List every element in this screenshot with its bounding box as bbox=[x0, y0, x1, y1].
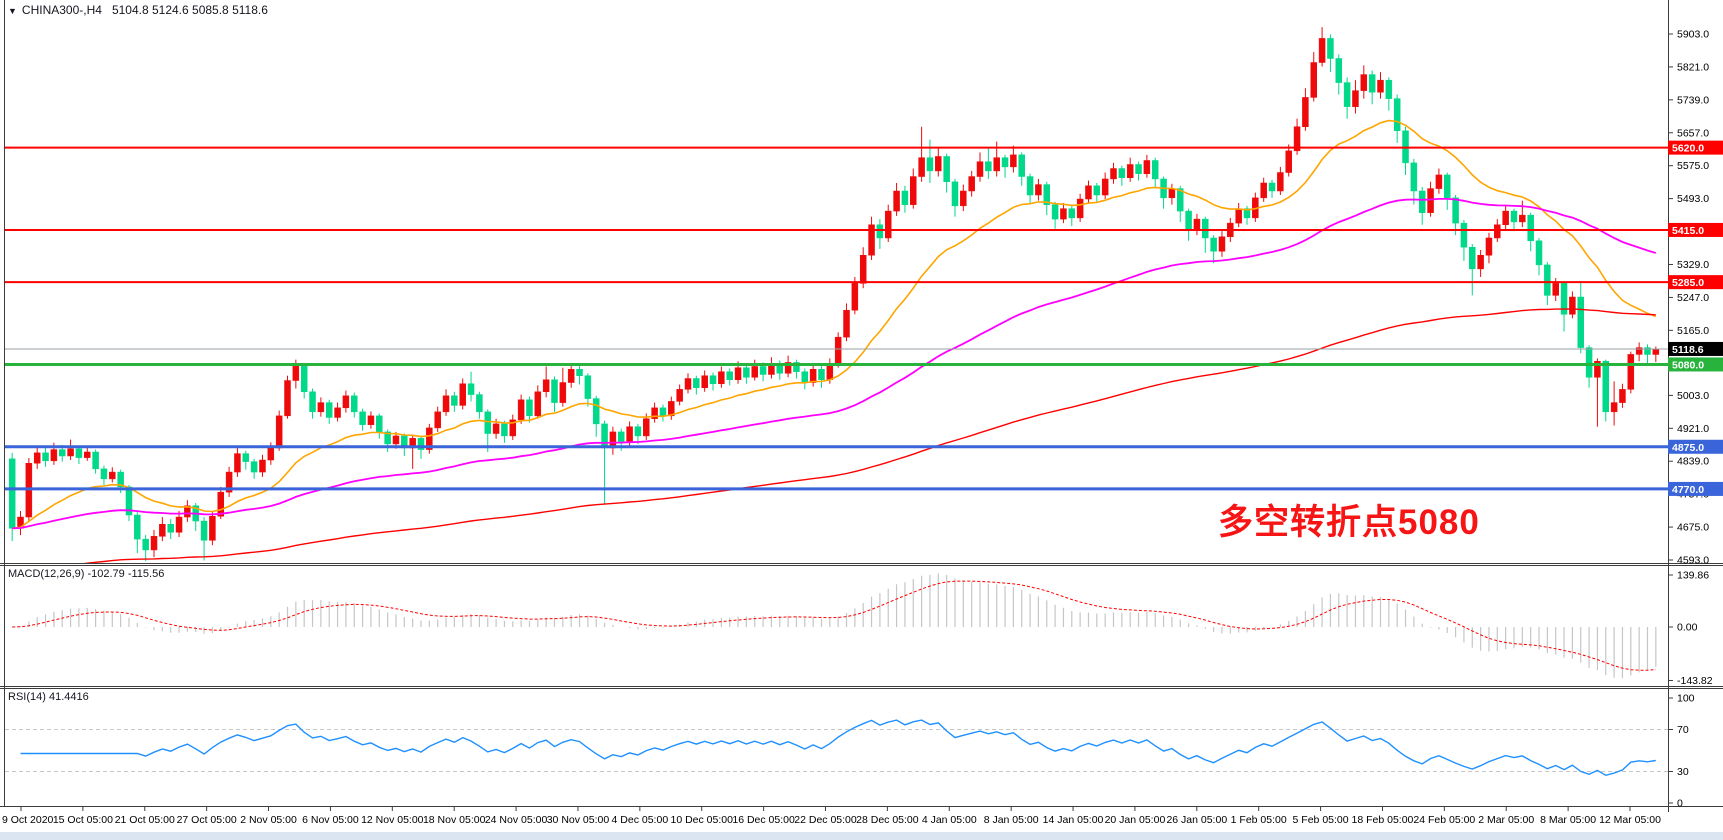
svg-text:139.86: 139.86 bbox=[1677, 570, 1709, 582]
svg-text:70: 70 bbox=[1677, 724, 1689, 736]
svg-text:4675.0: 4675.0 bbox=[1677, 522, 1709, 534]
svg-text:2 Nov 05:00: 2 Nov 05:00 bbox=[240, 814, 297, 826]
svg-text:28 Dec 05:00: 28 Dec 05:00 bbox=[856, 814, 919, 826]
svg-text:-143.82: -143.82 bbox=[1677, 675, 1713, 687]
rsi-level-lines bbox=[5, 729, 1668, 772]
chart-title: ▼ CHINA300-,H4 5104.8 5124.6 5085.8 5118.6 bbox=[8, 3, 268, 17]
svg-text:5739.0: 5739.0 bbox=[1677, 94, 1709, 106]
svg-text:1 Feb 05:00: 1 Feb 05:00 bbox=[1231, 814, 1287, 826]
svg-text:5165.0: 5165.0 bbox=[1677, 325, 1709, 337]
svg-text:27 Oct 05:00: 27 Oct 05:00 bbox=[177, 814, 237, 826]
svg-text:5657.0: 5657.0 bbox=[1677, 127, 1709, 139]
svg-text:20 Jan 05:00: 20 Jan 05:00 bbox=[1105, 814, 1166, 826]
svg-text:5493.0: 5493.0 bbox=[1677, 193, 1709, 205]
ma-slow-line bbox=[83, 308, 1656, 563]
svg-text:9 Oct 2020: 9 Oct 2020 bbox=[2, 814, 54, 826]
svg-text:24 Feb 05:00: 24 Feb 05:00 bbox=[1413, 814, 1475, 826]
svg-text:12 Nov 05:00: 12 Nov 05:00 bbox=[361, 814, 424, 826]
svg-text:24 Nov 05:00: 24 Nov 05:00 bbox=[485, 814, 548, 826]
svg-text:0.00: 0.00 bbox=[1677, 622, 1698, 634]
svg-text:5329.0: 5329.0 bbox=[1677, 259, 1709, 271]
symbol-period-label: CHINA300-,H4 bbox=[21, 3, 102, 17]
annotation-text: 多空转折点5080 bbox=[1218, 503, 1480, 542]
svg-text:30: 30 bbox=[1677, 766, 1689, 778]
svg-text:22 Dec 05:00: 22 Dec 05:00 bbox=[794, 814, 857, 826]
ohlc-readout: 5104.8 5124.6 5085.8 5118.6 bbox=[111, 3, 268, 17]
svg-text:14 Jan 05:00: 14 Jan 05:00 bbox=[1043, 814, 1104, 826]
candles-group[interactable] bbox=[8, 27, 1660, 562]
pane-borders bbox=[0, 0, 1723, 812]
ma-fast-line bbox=[12, 119, 1657, 530]
svg-text:5118.6: 5118.6 bbox=[1672, 344, 1704, 356]
svg-text:100: 100 bbox=[1677, 693, 1695, 705]
symbol-dropdown-icon[interactable]: ▼ bbox=[8, 6, 17, 16]
svg-text:5080.0: 5080.0 bbox=[1672, 359, 1704, 371]
svg-text:2 Mar 05:00: 2 Mar 05:00 bbox=[1478, 814, 1534, 826]
svg-text:30 Nov 05:00: 30 Nov 05:00 bbox=[547, 814, 610, 826]
svg-text:5903.0: 5903.0 bbox=[1677, 29, 1709, 41]
svg-text:5575.0: 5575.0 bbox=[1677, 160, 1709, 172]
macd-histogram-group bbox=[19, 573, 1657, 679]
price-axis[interactable]: 5903.0 5821.0 5739.0 5657.0 5575.0 5493.0 5329… bbox=[1668, 29, 1713, 810]
svg-text:5247.0: 5247.0 bbox=[1677, 292, 1709, 304]
svg-text:4 Dec 05:00: 4 Dec 05:00 bbox=[612, 814, 669, 826]
svg-text:5415.0: 5415.0 bbox=[1672, 225, 1704, 237]
svg-text:4 Jan 05:00: 4 Jan 05:00 bbox=[922, 814, 977, 826]
svg-text:10 Dec 05:00: 10 Dec 05:00 bbox=[670, 814, 733, 826]
svg-text:5821.0: 5821.0 bbox=[1677, 61, 1709, 73]
svg-text:8 Mar 05:00: 8 Mar 05:00 bbox=[1540, 814, 1596, 826]
rsi-line bbox=[20, 719, 1656, 777]
svg-text:4875.0: 4875.0 bbox=[1672, 442, 1704, 454]
time-axis[interactable]: 9 Oct 2020 15 Oct 05:00 21 Oct 05:00 27 Oct… bbox=[2, 807, 1661, 826]
svg-text:0: 0 bbox=[1677, 798, 1683, 810]
svg-text:16 Dec 05:00: 16 Dec 05:00 bbox=[732, 814, 795, 826]
svg-text:5003.0: 5003.0 bbox=[1677, 390, 1709, 402]
macd-indicator-label: MACD(12,26,9) -102.79 -115.56 bbox=[8, 568, 165, 580]
ma-medium-line bbox=[12, 198, 1657, 530]
svg-text:26 Jan 05:00: 26 Jan 05:00 bbox=[1166, 814, 1227, 826]
svg-text:6 Nov 05:00: 6 Nov 05:00 bbox=[302, 814, 359, 826]
price-tag-labels: 5620.0 5415.0 5285.0 5118.6 5080.0 4875.0 4770… bbox=[1668, 140, 1723, 496]
svg-text:5620.0: 5620.0 bbox=[1672, 143, 1704, 155]
svg-text:4839.0: 4839.0 bbox=[1677, 456, 1709, 468]
svg-text:8 Jan 05:00: 8 Jan 05:00 bbox=[984, 814, 1039, 826]
svg-text:4593.0: 4593.0 bbox=[1677, 555, 1709, 567]
macd-signal-line bbox=[12, 580, 1656, 671]
svg-text:5285.0: 5285.0 bbox=[1672, 277, 1704, 289]
svg-text:21 Oct 05:00: 21 Oct 05:00 bbox=[115, 814, 175, 826]
svg-text:18 Feb 05:00: 18 Feb 05:00 bbox=[1352, 814, 1414, 826]
svg-text:5 Feb 05:00: 5 Feb 05:00 bbox=[1293, 814, 1349, 826]
horizontal-lines-group[interactable] bbox=[5, 146, 1668, 491]
svg-text:15 Oct 05:00: 15 Oct 05:00 bbox=[53, 814, 113, 826]
window-bottom-strip bbox=[0, 832, 1723, 840]
svg-text:18 Nov 05:00: 18 Nov 05:00 bbox=[423, 814, 486, 826]
rsi-indicator-label: RSI(14) 41.4416 bbox=[8, 691, 89, 703]
svg-text:12 Mar 05:00: 12 Mar 05:00 bbox=[1599, 814, 1661, 826]
svg-text:4770.0: 4770.0 bbox=[1672, 484, 1704, 496]
svg-text:4921.0: 4921.0 bbox=[1677, 423, 1709, 435]
